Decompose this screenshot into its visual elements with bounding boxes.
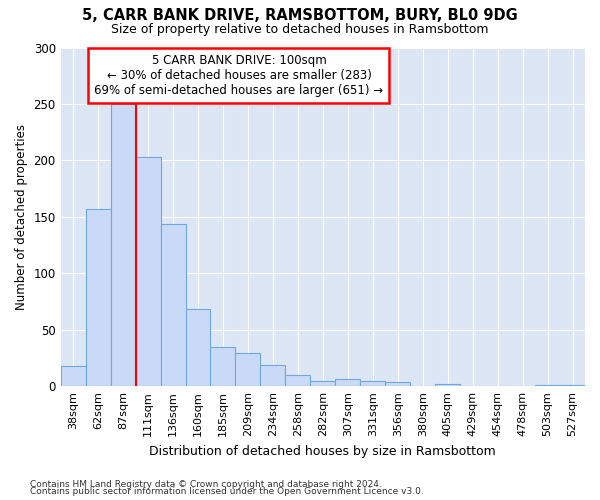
Text: 5 CARR BANK DRIVE: 100sqm
← 30% of detached houses are smaller (283)
69% of semi: 5 CARR BANK DRIVE: 100sqm ← 30% of detac… [94, 54, 383, 98]
Bar [286, 375, 310, 386]
Y-axis label: Number of detached properties: Number of detached properties [15, 124, 28, 310]
Bar [110, 104, 136, 386]
Bar [211, 346, 235, 386]
X-axis label: Distribution of detached houses by size in Ramsbottom: Distribution of detached houses by size … [149, 444, 496, 458]
Bar [535, 385, 560, 386]
Bar [61, 366, 86, 386]
Text: Size of property relative to detached houses in Ramsbottom: Size of property relative to detached ho… [111, 22, 489, 36]
Bar [310, 380, 335, 386]
Bar [385, 382, 410, 386]
Text: 5, CARR BANK DRIVE, RAMSBOTTOM, BURY, BL0 9DG: 5, CARR BANK DRIVE, RAMSBOTTOM, BURY, BL… [82, 8, 518, 22]
Bar [86, 209, 110, 386]
Bar [360, 380, 385, 386]
Bar [260, 364, 286, 386]
Bar [335, 380, 360, 386]
Text: Contains HM Land Registry data © Crown copyright and database right 2024.: Contains HM Land Registry data © Crown c… [30, 480, 382, 489]
Bar [161, 224, 185, 386]
Bar [235, 354, 260, 386]
Text: Contains public sector information licensed under the Open Government Licence v3: Contains public sector information licen… [30, 487, 424, 496]
Bar [435, 384, 460, 386]
Bar [560, 385, 585, 386]
Bar [136, 157, 161, 386]
Bar [185, 310, 211, 386]
